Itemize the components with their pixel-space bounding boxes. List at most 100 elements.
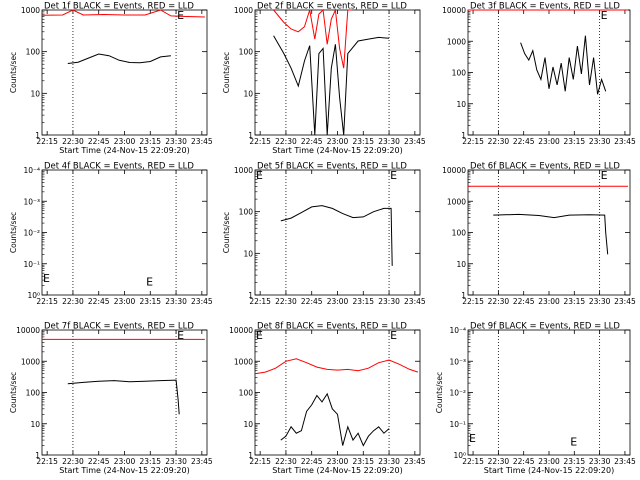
y-tick-label: 10⁻⁴ — [449, 326, 466, 335]
e-marker: E — [390, 329, 397, 342]
x-tick-label: 23:00 — [538, 137, 560, 146]
x-tick-label: 23:15 — [139, 297, 161, 306]
e-marker: E — [570, 435, 577, 448]
x-tick-label: 23:00 — [327, 457, 349, 466]
x-tick-label: 23:30 — [589, 297, 611, 306]
x-tick-label: 23:45 — [191, 137, 213, 146]
y-axis-label: Counts/sec — [222, 212, 231, 253]
x-tick-label: 23:15 — [139, 137, 161, 146]
x-tick-label: 23:15 — [352, 137, 374, 146]
x-axis-label: Start Time (24-Nov-15 22:09:20) — [484, 466, 614, 475]
x-tick-label: 22:15 — [249, 297, 271, 306]
panel-det9: Det 9f BLACK = Events, RED = LLD 22:15 22:… — [435, 322, 636, 476]
x-tick-label: 23:00 — [538, 457, 560, 466]
x-tick-label: 22:15 — [462, 137, 484, 146]
y-tick-label: 100 — [452, 229, 467, 238]
x-tick-label: 23:45 — [614, 297, 636, 306]
x-tick-label: 23:30 — [378, 297, 400, 306]
y-tick-label: 1000 — [234, 357, 253, 366]
x-tick-label: 22:45 — [513, 137, 535, 146]
x-tick-label: 23:15 — [564, 137, 586, 146]
x-tick-label: 23:45 — [614, 137, 636, 146]
y-tick-label: 10⁻¹ — [23, 260, 40, 269]
panel-title: Det 6f BLACK = Events, RED = LLD — [470, 162, 620, 172]
x-tick-label: 22:15 — [36, 457, 58, 466]
x-tick-label: 23:15 — [352, 457, 374, 466]
x-tick-label: 23:45 — [404, 297, 426, 306]
x-tick-label: 23:45 — [191, 297, 213, 306]
x-tick-label: 23:30 — [589, 137, 611, 146]
y-axis-label: Counts/sec — [9, 212, 18, 253]
y-tick-label: 10⁻² — [449, 389, 466, 398]
lld-series-line — [254, 358, 419, 375]
x-tick-label: 23:30 — [165, 297, 187, 306]
events-series-line — [493, 213, 609, 255]
y-tick-label: 100 — [239, 208, 254, 217]
lld-series-line — [41, 9, 205, 18]
x-tick-label: 23:15 — [564, 297, 586, 306]
x-tick-label: 23:15 — [564, 457, 586, 466]
y-tick-label: 10 — [243, 249, 253, 258]
x-tick-label: 22:30 — [488, 137, 510, 146]
x-tick-label: 22:15 — [249, 137, 271, 146]
y-tick-label: 10⁻⁴ — [23, 166, 40, 175]
y-axis-label: Counts/sec — [222, 52, 231, 93]
e-marker: E — [256, 169, 263, 182]
y-tick-label: 10⁰ — [453, 451, 466, 460]
events-series-line — [280, 392, 390, 447]
x-tick-label: 22:30 — [275, 297, 297, 306]
y-axis-label: Counts/sec — [9, 372, 18, 413]
y-tick-label: 1 — [461, 291, 466, 300]
plot-frame — [41, 329, 208, 456]
x-tick-label: 23:00 — [114, 297, 136, 306]
y-tick-label: 10⁰ — [27, 291, 40, 300]
e-marker: E — [146, 275, 153, 288]
x-tick-label: 22:45 — [513, 457, 535, 466]
panel-title: Det 5f BLACK = Events, RED = LLD — [257, 162, 407, 172]
plot-frame — [254, 169, 421, 296]
x-tick-label: 22:45 — [513, 297, 535, 306]
y-tick-label: 1000 — [234, 6, 253, 15]
x-axis-label: Start Time (24-Nov-15 22:09:20) — [59, 146, 189, 155]
panel-title: Det 8f BLACK = Events, RED = LLD — [257, 322, 407, 332]
e-marker: E — [469, 432, 476, 445]
e-marker: E — [177, 9, 184, 22]
y-tick-label: 10000 — [229, 326, 253, 335]
y-tick-label: 1000 — [447, 37, 466, 46]
x-axis-label: Start Time (24-Nov-15 22:09:20) — [272, 466, 402, 475]
plot-frame — [254, 329, 421, 456]
panel-det2: Det 2f BLACK = Events, RED = LLD 22:15 22:… — [222, 2, 426, 156]
y-axis-label: Counts/sec — [9, 52, 18, 93]
panel-det3: Det 3f BLACK = Events, RED = LLD 22:15 22:… — [442, 2, 636, 147]
y-tick-label: 100 — [26, 389, 41, 398]
panel-title: Det 9f BLACK = Events, RED = LLD — [470, 322, 620, 332]
y-tick-label: 1 — [461, 131, 466, 140]
events-series-line — [67, 379, 180, 415]
x-tick-label: 22:15 — [36, 297, 58, 306]
x-tick-label: 22:15 — [462, 457, 484, 466]
x-tick-label: 23:30 — [165, 137, 187, 146]
x-tick-label: 22:30 — [275, 137, 297, 146]
x-tick-label: 23:45 — [614, 457, 636, 466]
x-tick-label: 22:45 — [301, 457, 323, 466]
e-marker: E — [601, 169, 608, 182]
x-tick-label: 23:45 — [404, 457, 426, 466]
y-tick-label: 10 — [30, 420, 40, 429]
events-series-line — [273, 35, 390, 136]
x-tick-label: 23:00 — [538, 297, 560, 306]
x-tick-label: 22:30 — [488, 457, 510, 466]
y-tick-label: 10⁻³ — [23, 197, 40, 206]
y-tick-label: 100 — [239, 48, 254, 57]
panel-det1: Det 1f BLACK = Events, RED = LLD 22:15 22:… — [9, 2, 213, 156]
y-tick-label: 10 — [30, 89, 40, 98]
x-tick-label: 22:45 — [301, 297, 323, 306]
y-tick-label: 10⁻³ — [449, 357, 466, 366]
y-tick-label: 10⁻² — [23, 229, 40, 238]
e-marker: E — [43, 272, 50, 285]
y-tick-label: 100 — [26, 48, 41, 57]
y-tick-label: 1 — [35, 451, 40, 460]
panel-det7: Det 7f BLACK = Events, RED = LLD 22:15 22:… — [9, 322, 213, 476]
x-tick-label: 23:45 — [191, 457, 213, 466]
x-tick-label: 22:30 — [488, 297, 510, 306]
